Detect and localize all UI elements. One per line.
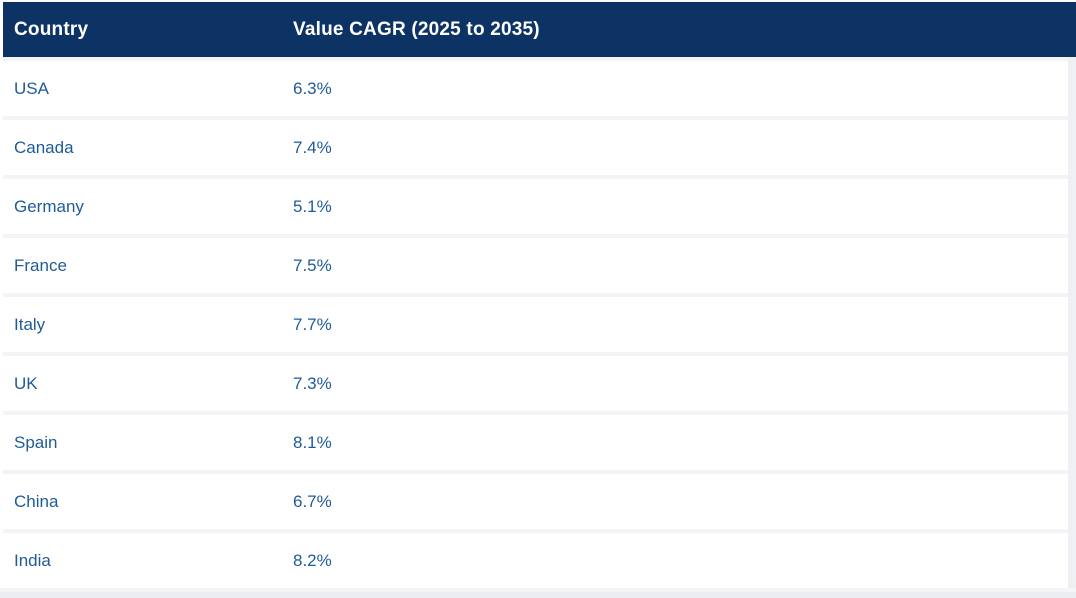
table-row: Germany 5.1% (3, 175, 1068, 234)
table-row: Spain 8.1% (3, 411, 1068, 470)
bottom-band-separator (0, 588, 1076, 592)
cagr-cell: 8.1% (293, 432, 332, 452)
country-cell: Canada (14, 137, 74, 157)
cagr-cell: 6.3% (293, 78, 332, 98)
country-cell: Germany (14, 196, 84, 216)
cagr-cell: 6.7% (293, 491, 332, 511)
table-header-row: Country Value CAGR (2025 to 2035) (3, 2, 1076, 57)
cagr-cell: 7.5% (293, 255, 332, 275)
country-cell: France (14, 255, 67, 275)
column-header-value-cagr: Value CAGR (2025 to 2035) (293, 18, 540, 40)
country-cell: China (14, 491, 59, 511)
table-row: India 8.2% (3, 529, 1068, 588)
table-row: USA 6.3% (3, 57, 1068, 116)
country-cell: USA (14, 78, 49, 98)
cagr-cell: 7.4% (293, 137, 332, 157)
bottom-band-fill (0, 592, 1076, 598)
table-row: China 6.7% (3, 470, 1068, 529)
table-row: France 7.5% (3, 234, 1068, 293)
cagr-cell: 7.7% (293, 314, 332, 334)
cagr-cell: 8.2% (293, 550, 332, 570)
column-header-country: Country (14, 18, 89, 40)
cagr-cell: 5.1% (293, 196, 332, 216)
country-cell: UK (14, 373, 38, 393)
table-body: USA 6.3% Canada 7.4% Germany 5.1% France… (3, 57, 1068, 588)
country-cell: Spain (14, 432, 58, 452)
country-cell: Italy (14, 314, 46, 334)
cagr-cell: 7.3% (293, 373, 332, 393)
scrollbar-track[interactable] (1068, 57, 1076, 588)
table-row: Italy 7.7% (3, 293, 1068, 352)
table-row: Canada 7.4% (3, 116, 1068, 175)
country-cell: India (14, 550, 51, 570)
bottom-band (0, 588, 1076, 598)
table-row: UK 7.3% (3, 352, 1068, 411)
